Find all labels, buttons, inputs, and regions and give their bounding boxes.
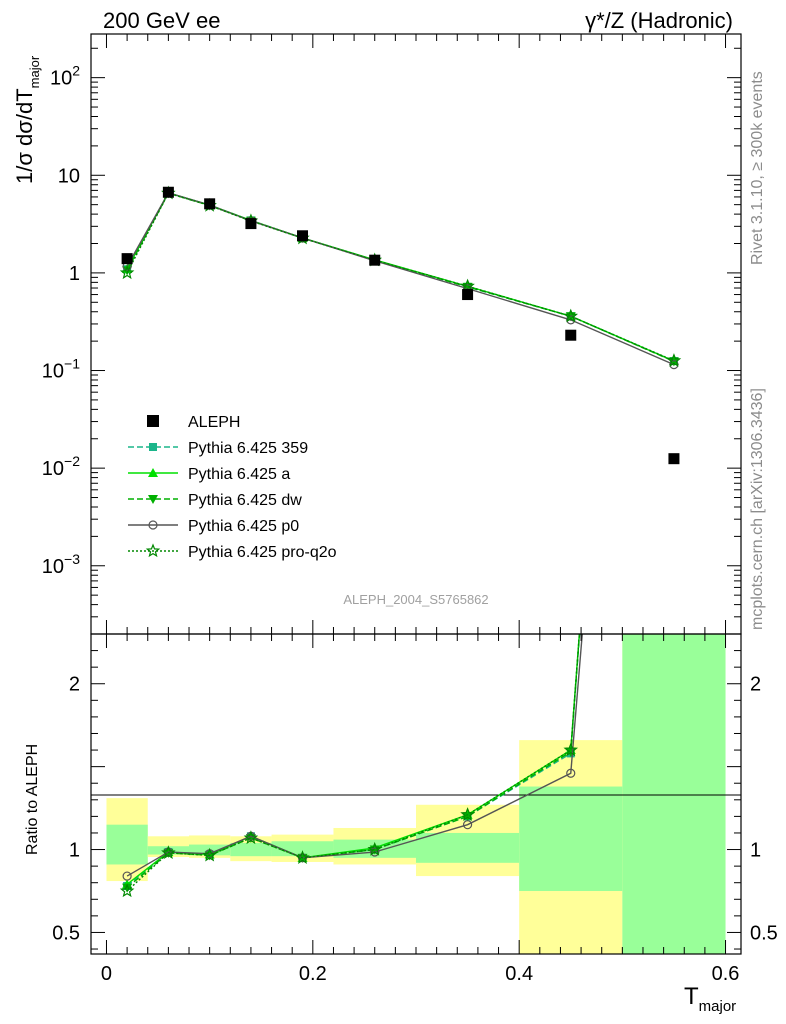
legend-label: Pythia 6.425 a [188,466,290,483]
legend-marker [145,543,161,558]
top-y-axis-label: 1/σ dσ/dTmajor [12,55,42,184]
x-tick-label: 0.6 [712,963,740,985]
series-line [126,192,675,366]
stat-uncertainty-band [622,634,726,954]
legend-marker [148,520,158,530]
ratio-error-bands [106,634,726,954]
ratio-series-point [202,847,217,862]
data-point [204,198,216,210]
data-point [121,253,133,265]
series-point [119,265,135,280]
legend-marker [149,443,157,451]
series-point [669,359,679,370]
x-tick-label: 0.2 [299,963,327,985]
data-point [565,329,577,341]
data-point [162,186,174,198]
legend-label: Pythia 6.425 pro-q2o [188,544,337,561]
ratio-series-point [122,883,133,893]
ratio-series-point [161,845,176,860]
ratio-series-line [126,634,581,892]
ratio-y-tick-label-right: 2 [750,674,761,696]
ratio-y-tick-label-right: 0.5 [750,922,778,944]
y-tick-label: 10−2 [42,453,80,480]
top-series-layer [119,185,682,465]
ratio-series-point [563,742,579,757]
ratio-series-point [243,830,259,845]
header-right: γ*/Z (Hadronic) [585,8,733,33]
y-tick-label: 102 [50,63,80,90]
legend-marker [147,415,159,427]
ratio-y-tick-label: 1 [69,840,80,862]
series-line [126,192,675,362]
ratio-y-tick-label: 2 [69,674,80,696]
stat-uncertainty-band [519,786,623,891]
side-rivet-text: Rivet 3.1.10, ≥ 300k events [749,71,766,265]
header-left: 200 GeV ee [103,8,220,33]
series-point [563,308,579,323]
data-point [462,289,474,301]
axes: 0 0.2 0.4 0.6 102 10 1 10−1 10−2 10−3 2 2 1 1 0.5 0.5 [42,34,778,985]
y-tick-label: 10−1 [42,356,80,383]
data-point [245,218,257,230]
ratio-series-point [370,847,380,857]
ratio-series-point [122,871,132,881]
watermark: ALEPH_2004_S5765862 [343,592,488,607]
ratio-series-layer [119,634,583,898]
legend: ALEPH Pythia 6.425 359 Pythia 6.425 a Pythi… [128,414,337,561]
legend-label: Pythia 6.425 dw [188,492,302,509]
ratio-series-point [367,841,383,856]
y-tick-label: 1 [69,263,80,285]
data-point [369,254,381,266]
data-point [297,230,309,242]
x-tick-label: 0.4 [505,963,533,985]
ratio-y-tick-label-right: 1 [750,840,761,862]
ratio-series-point [462,820,473,830]
y-tick-label: 10 [58,165,80,187]
ratio-series-point [566,768,576,778]
series-point [566,315,576,325]
legend-label: Pythia 6.425 p0 [188,518,299,535]
legend-label: Pythia 6.425 359 [188,440,308,457]
stat-uncertainty-band [106,824,148,865]
y-tick-label: 10−3 [42,551,80,578]
legend-marker [148,495,158,504]
ratio-y-axis-label: Ratio to ALEPH [24,744,41,855]
x-tick-label: 0 [101,963,112,985]
series-line [126,192,675,362]
stat-uncertainty-band [416,832,520,863]
stat-uncertainty-band [230,842,272,857]
series-line [126,192,675,362]
ratio-y-tick-label: 0.5 [52,922,80,944]
series-point [666,353,682,367]
ratio-series-point [295,850,310,865]
series-line [126,192,675,363]
data-point [668,453,680,465]
ratio-series-point [460,807,475,821]
ratio-series-point [119,883,135,898]
legend-marker [148,468,158,477]
series-point [460,278,475,293]
x-axis-label: Tmajor [684,983,736,1015]
ratio-panel-frame [90,633,742,955]
legend-label: ALEPH [188,414,240,431]
side-mcplots-text: mcplots.cern.ch [arXiv:1306.3436] [749,388,766,630]
